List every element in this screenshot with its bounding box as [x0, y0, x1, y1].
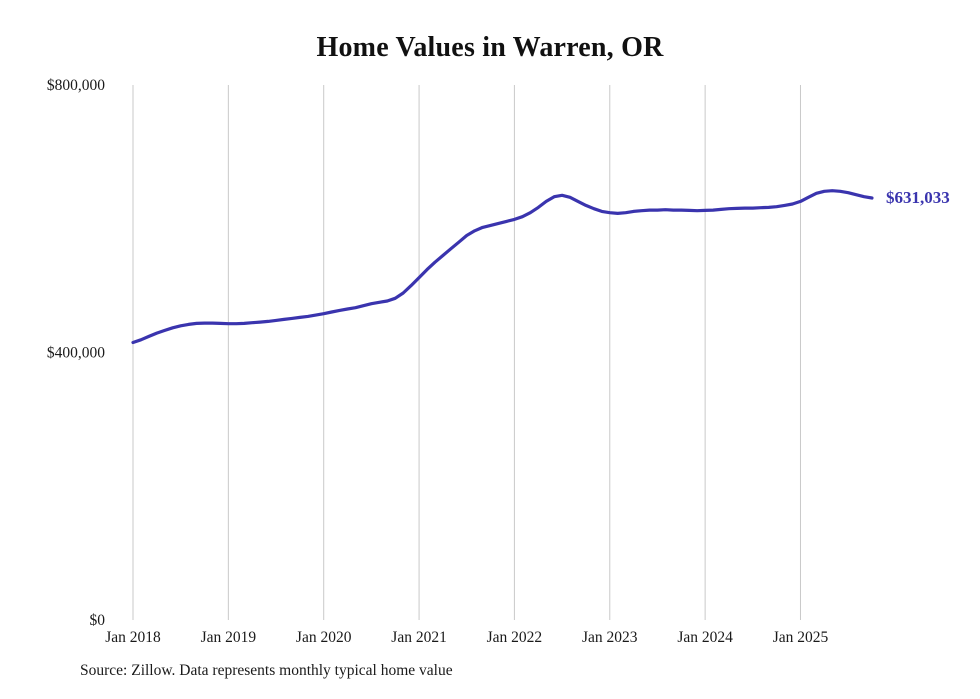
- y-axis-tick-label: $800,000: [47, 77, 105, 94]
- y-axis-tick-label: $400,000: [47, 345, 105, 362]
- home-value-line: [131, 189, 874, 345]
- x-axis-tick-label: Jan 2018: [105, 629, 161, 646]
- end-value-label: $631,033: [886, 187, 950, 207]
- y-axis-tick-label: $0: [90, 612, 106, 629]
- chart-canvas: Jan 2018 Jan 2019 Jan 2020 Jan 2021 Jan 2022…: [47, 77, 874, 646]
- x-axis-tick-label: Jan 2020: [296, 629, 352, 646]
- x-axis-tick-label: Jan 2025: [773, 629, 829, 646]
- source-note: Source: Zillow. Data represents monthly …: [80, 662, 453, 679]
- x-axis-tick-label: Jan 2023: [582, 629, 638, 646]
- chart-title: Home Values in Warren, OR: [316, 32, 664, 63]
- x-axis-tick-label: Jan 2019: [201, 629, 257, 646]
- x-axis-tick-label: Jan 2022: [487, 629, 543, 646]
- x-axis-tick-label: Jan 2024: [677, 629, 733, 646]
- x-axis-tick-label: Jan 2021: [391, 629, 447, 646]
